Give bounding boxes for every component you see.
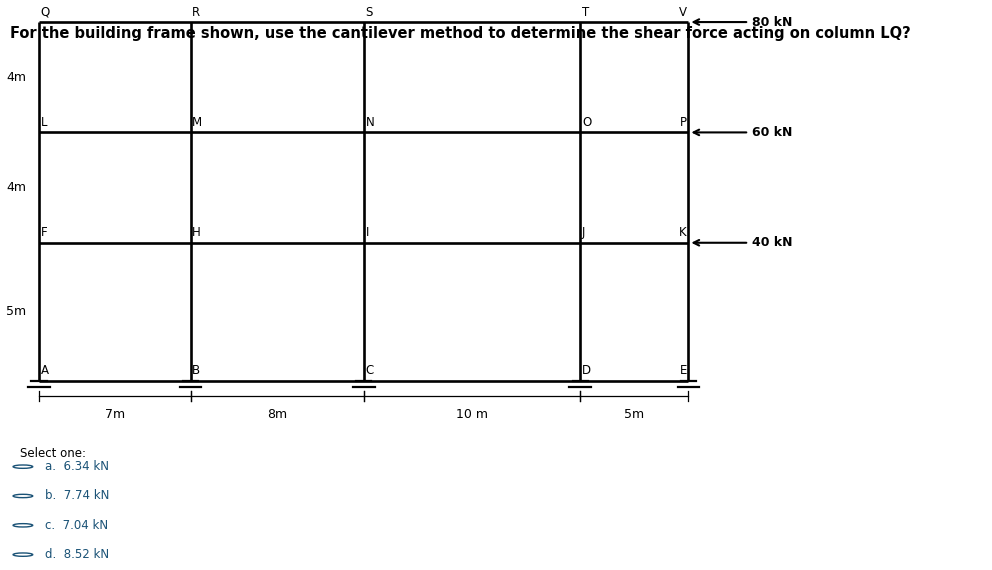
Text: K: K [680,226,686,239]
Text: Q: Q [41,6,50,19]
Text: P: P [680,116,686,129]
Text: b.  7.74 kN: b. 7.74 kN [45,490,109,503]
Text: 7m: 7m [105,408,125,421]
Text: c.  7.04 kN: c. 7.04 kN [45,519,108,532]
Text: 4m: 4m [7,71,27,84]
Text: O: O [582,116,591,129]
Text: N: N [365,116,374,129]
Text: 60 kN: 60 kN [752,126,793,139]
Text: C: C [365,364,374,377]
Text: S: S [365,6,373,19]
Text: d.  8.52 kN: d. 8.52 kN [45,548,109,561]
Text: 10 m: 10 m [456,408,488,421]
Text: a.  6.34 kN: a. 6.34 kN [45,460,109,473]
Text: V: V [679,6,686,19]
Text: J: J [582,226,585,239]
Text: 4m: 4m [7,181,27,194]
Text: For the building frame shown, use the cantilever method to determine the shear f: For the building frame shown, use the ca… [10,26,911,40]
Text: L: L [41,116,48,129]
Text: 80 kN: 80 kN [752,15,793,28]
Text: M: M [192,116,202,129]
Text: F: F [41,226,48,239]
Text: 5m: 5m [624,408,645,421]
Text: D: D [582,364,591,377]
Text: 8m: 8m [267,408,288,421]
Text: B: B [192,364,200,377]
Text: A: A [41,364,49,377]
Text: H: H [192,226,201,239]
Text: T: T [582,6,589,19]
Text: Select one:: Select one: [21,447,86,460]
Text: I: I [365,226,369,239]
Text: 5m: 5m [7,305,27,318]
Text: E: E [680,364,686,377]
Text: R: R [192,6,200,19]
Text: 40 kN: 40 kN [752,236,793,249]
